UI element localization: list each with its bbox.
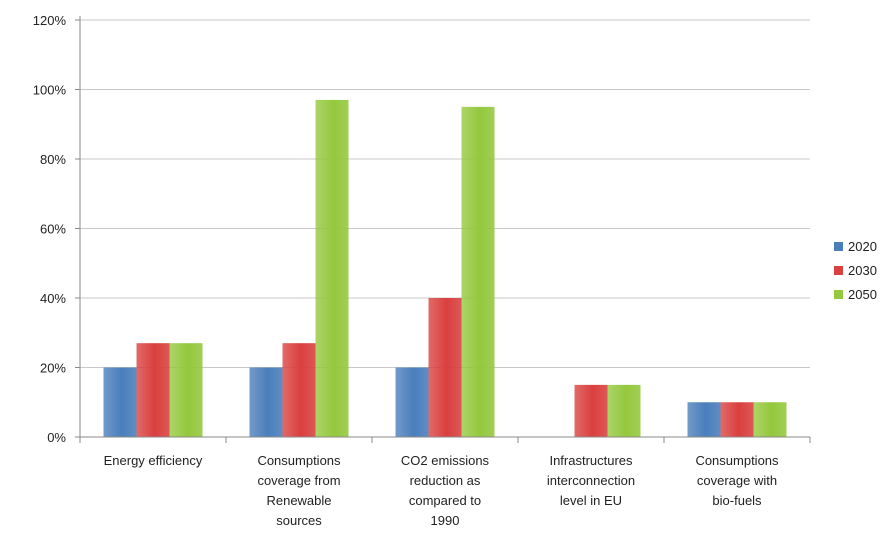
category-label-line: coverage from [257, 473, 340, 488]
bar-2050-category-4 [607, 384, 641, 437]
y-tick-label: 40% [40, 291, 66, 306]
legend-swatch [834, 290, 843, 299]
y-tick-label: 0% [47, 430, 66, 445]
category-label-line: reduction as [410, 473, 481, 488]
legend-swatch [834, 266, 843, 275]
bar-2020-category-1 [103, 367, 137, 437]
category-label-line: level in EU [560, 493, 622, 508]
bar-2030-category-2 [282, 343, 316, 437]
category-label-line: sources [276, 513, 322, 528]
category-label-line: Infrastructures [549, 453, 633, 468]
category-label-line: coverage with [697, 473, 777, 488]
y-tick-label: 120% [33, 13, 67, 28]
category-label-line: Renewable [266, 493, 331, 508]
category-label-line: bio-fuels [712, 493, 762, 508]
legend-swatch [834, 242, 843, 251]
y-axis-tick-labels: 0% 20% 40% 60% 80% 100% 120% [33, 13, 67, 445]
legend-item-2030[interactable]: 2030 [834, 263, 877, 278]
y-tick-label: 80% [40, 152, 66, 167]
category-label-line: Energy efficiency [104, 453, 203, 468]
bar-2050-category-1 [169, 343, 203, 437]
category-label: Infrastructures interconnection level in E… [547, 453, 635, 508]
bar-2020-category-5 [687, 402, 721, 437]
bar-2030-category-3 [428, 298, 462, 437]
bar-2020-category-3 [395, 367, 429, 437]
y-tick-label: 20% [40, 361, 66, 376]
category-label-line: Consumptions [695, 453, 779, 468]
bar-2050-category-2 [315, 99, 349, 438]
bar-2050-category-3 [461, 106, 495, 437]
bar-2020-category-2 [249, 367, 283, 437]
legend[interactable]: 2020 2030 2050 [834, 239, 877, 302]
category-label-line: 1990 [431, 513, 460, 528]
category-label: Consumptions coverage from Renewable source… [257, 453, 341, 528]
category-label-line: Consumptions [257, 453, 341, 468]
legend-label: 2050 [848, 287, 877, 302]
category-label: Energy efficiency [104, 453, 203, 468]
grid-lines [80, 19, 810, 368]
legend-item-2020[interactable]: 2020 [834, 239, 877, 254]
y-tick-label: 100% [33, 83, 67, 98]
bar-2030-category-1 [136, 343, 170, 437]
category-label-line: compared to [409, 493, 481, 508]
category-label: CO2 emissions reduction as compared to 1990 [401, 453, 490, 528]
legend-item-2050[interactable]: 2050 [834, 287, 877, 302]
bar-2030-category-5 [720, 402, 754, 437]
category-label-line: CO2 emissions [401, 453, 490, 468]
category-label: Consumptions coverage with bio-fuels [695, 453, 779, 508]
x-axis-category-labels: Energy efficiency Consumptions coverage fr… [104, 453, 779, 528]
bar-2030-category-4 [574, 384, 608, 437]
bar-2050-category-5 [753, 402, 787, 437]
axes [75, 16, 811, 443]
y-tick-label: 60% [40, 222, 66, 237]
legend-label: 2020 [848, 239, 877, 254]
category-label-line: interconnection [547, 473, 635, 488]
bars [103, 99, 787, 438]
legend-label: 2030 [848, 263, 877, 278]
